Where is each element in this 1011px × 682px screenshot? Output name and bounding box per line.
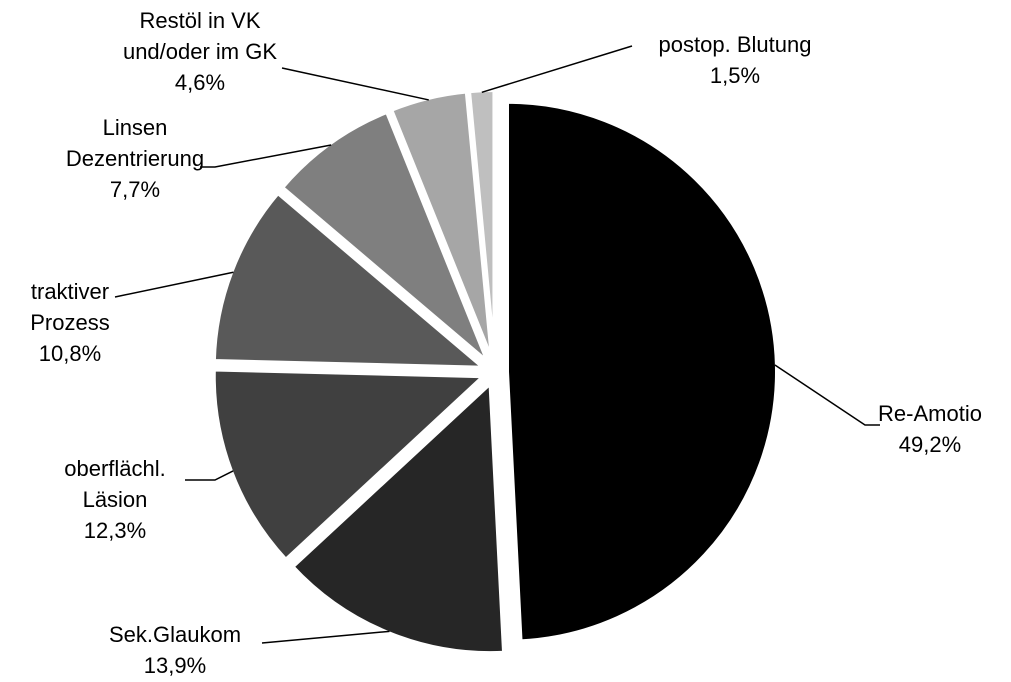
value-label: 12,3% xyxy=(84,518,146,543)
leader-line xyxy=(774,364,880,426)
pie-slice xyxy=(388,89,495,362)
pie-slice xyxy=(211,190,490,370)
slice-label: traktiver Prozess xyxy=(30,279,109,335)
label-line: Sek.Glaukom xyxy=(109,622,241,647)
leader-line xyxy=(114,271,234,298)
value-label: 1,5% xyxy=(710,63,760,88)
label-line: Läsion xyxy=(83,487,148,512)
pie-slice xyxy=(504,99,779,644)
pie-slice xyxy=(466,88,497,361)
label-line: postop. Blutung xyxy=(659,32,812,57)
value-label: 49,2% xyxy=(899,432,961,457)
slice-label: Re-Amotio xyxy=(878,401,982,426)
slice-label: Restöl in VK und/oder im GK xyxy=(123,8,277,64)
value-label: 4,6% xyxy=(175,70,225,95)
leader-line xyxy=(185,470,234,481)
leader-line xyxy=(281,67,429,101)
label-line: Linsen xyxy=(103,115,168,140)
leader-line xyxy=(261,630,390,644)
slice-label: Linsen Dezentrierung xyxy=(66,115,204,171)
value-label: 7,7% xyxy=(110,177,160,202)
label-line: und/oder im GK xyxy=(123,39,277,64)
leader-line xyxy=(481,45,633,94)
value-label: 10,8% xyxy=(39,341,101,366)
label-line: Prozess xyxy=(30,310,109,335)
value-label: 13,9% xyxy=(144,653,206,678)
pie-slice xyxy=(289,378,507,656)
slice-label: Sek.Glaukom xyxy=(109,622,241,647)
label-line: oberflächl. xyxy=(64,456,166,481)
label-line: traktiver xyxy=(31,279,109,304)
label-line: Re-Amotio xyxy=(878,401,982,426)
slice-label: oberflächl. Läsion xyxy=(64,456,166,512)
leader-line xyxy=(200,144,332,168)
pie-slice xyxy=(279,109,490,364)
slice-label: postop. Blutung xyxy=(659,32,812,57)
label-line: Dezentrierung xyxy=(66,146,204,171)
label-line: Restöl in VK xyxy=(139,8,260,33)
